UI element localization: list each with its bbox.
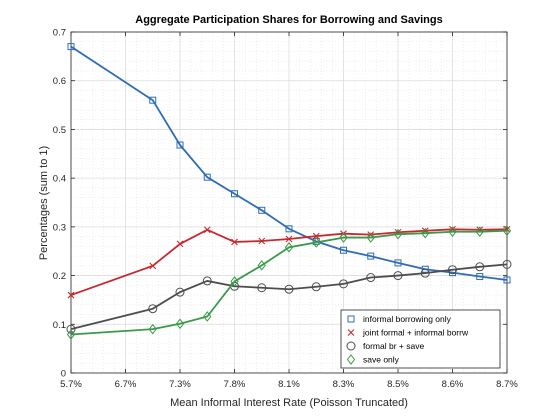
data-point	[420, 268, 430, 278]
data-point	[311, 282, 321, 292]
y-tick-label: 0.6	[53, 76, 66, 87]
x-tick-label: 8.5%	[387, 379, 409, 390]
data-point	[67, 43, 75, 51]
data-point	[284, 284, 294, 294]
x-marker-stroke	[231, 238, 238, 246]
data-point	[148, 323, 157, 335]
data-point	[203, 311, 212, 322]
ticks: 5.7% 6.7% 7.3% 7.8% 8.1% 8.3% 8.5% 8.6% 8.7% 0 0.1…	[53, 28, 519, 391]
x-tick-label: 7.8%	[224, 379, 246, 390]
data-point	[285, 225, 293, 233]
x-tick-label: 6.7%	[115, 379, 137, 390]
x-marker-stroke	[285, 235, 293, 243]
data-point	[66, 324, 76, 334]
legend-marker	[346, 341, 356, 351]
data-point	[257, 260, 266, 271]
data-point	[231, 238, 238, 246]
legend-entry: informal borrowing only	[363, 314, 452, 324]
x-marker-stroke	[149, 262, 157, 270]
data-point	[202, 276, 212, 286]
plot-area: 5.7% 6.7% 7.3% 7.8% 8.1% 8.3% 8.5% 8.6% 8.7% 0 0.1…	[53, 28, 519, 391]
data-point	[366, 232, 375, 243]
data-point	[148, 304, 158, 314]
legend-entry: save only	[363, 355, 400, 365]
x-marker-stroke	[67, 291, 75, 299]
data-point	[258, 237, 266, 245]
data-point	[149, 262, 157, 270]
data-point	[149, 96, 157, 104]
x-tick-label: 8.1%	[278, 379, 300, 390]
x-tick-label: 8.6%	[442, 379, 464, 390]
data-point	[258, 206, 266, 214]
chart-title: Aggregate Participation Shares for Borro…	[135, 14, 442, 26]
data-point	[257, 283, 267, 293]
y-tick-label: 0.7	[53, 28, 66, 39]
data-point	[367, 252, 375, 260]
data-point	[312, 237, 321, 248]
data-point	[66, 329, 76, 340]
data-point	[285, 235, 293, 243]
data-point	[312, 232, 320, 240]
data-point	[448, 265, 457, 275]
data-point	[366, 273, 376, 283]
y-tick-label: 0.3	[53, 222, 66, 233]
x-tick-label: 7.3%	[169, 379, 191, 390]
series-line	[70, 263, 508, 331]
series-3	[66, 259, 512, 334]
data-point	[393, 271, 403, 281]
y-tick-label: 0	[61, 369, 66, 380]
data-point	[340, 246, 347, 254]
data-point	[448, 226, 457, 238]
legend-marker	[346, 354, 356, 365]
data-point	[476, 273, 484, 281]
data-point	[421, 227, 430, 239]
x-axis-label: Mean Informal Interest Rate (Poisson Tru…	[170, 397, 408, 409]
x-marker-stroke	[347, 329, 355, 336]
data-point	[284, 242, 294, 253]
data-point	[502, 259, 512, 269]
x-tick-label: 8.3%	[333, 379, 355, 390]
data-point	[393, 228, 403, 240]
legend-box	[340, 309, 501, 369]
legend-marker	[347, 329, 355, 336]
data-point	[176, 141, 184, 149]
data-point	[394, 259, 402, 267]
legend-entry: joint formal + informal borrw	[362, 328, 469, 338]
data-point	[67, 291, 75, 299]
data-point	[502, 225, 512, 237]
series-line	[70, 229, 508, 336]
y-tick-label: 0.5	[53, 125, 66, 136]
legend: informal borrowing only joint formal + in…	[340, 309, 501, 369]
data-point	[203, 226, 211, 234]
data-point	[175, 318, 185, 330]
x-marker-stroke	[203, 226, 211, 234]
x-marker-stroke	[312, 232, 320, 240]
data-point	[203, 173, 211, 181]
legend-marker	[347, 315, 355, 323]
x-tick-label: 8.7%	[496, 379, 518, 390]
y-tick-label: 0.1	[53, 320, 66, 331]
x-tick-label: 5.7%	[60, 379, 82, 390]
x-marker-stroke	[367, 231, 375, 239]
data-point	[230, 276, 239, 287]
y-tick-label: 0.2	[53, 271, 66, 282]
data-point	[475, 262, 485, 272]
x-marker-stroke	[258, 237, 266, 245]
legend-entry: formal br + save	[363, 341, 424, 351]
data-point	[503, 276, 511, 284]
series-4	[66, 225, 512, 340]
x-marker-stroke	[176, 240, 184, 248]
data-point	[475, 226, 484, 238]
data-point	[175, 287, 185, 297]
data-point	[176, 240, 184, 248]
y-axis-label: Percentages (sum to 1)	[38, 146, 50, 260]
data-point	[339, 279, 348, 289]
data-point	[339, 232, 348, 243]
y-tick-label: 0.4	[53, 174, 66, 185]
data-point	[231, 190, 238, 198]
